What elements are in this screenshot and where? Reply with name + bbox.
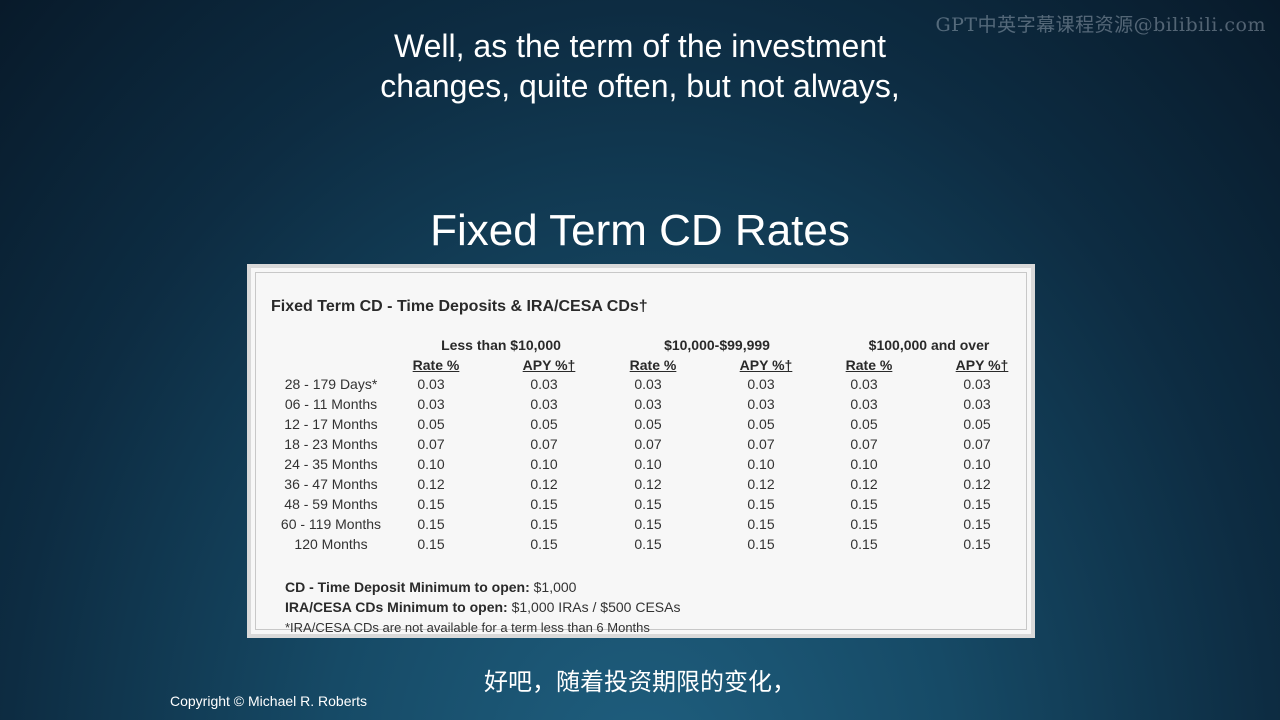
note-cd-label: CD - Time Deposit Minimum to open: [285,579,530,595]
row-value-cell: 0.15 [417,496,445,512]
row-value-cell: 0.07 [417,436,445,452]
note-ira-minimum: IRA/CESA CDs Minimum to open: $1,000 IRA… [285,599,680,615]
row-value-cell: 0.03 [963,396,991,412]
english-subtitle-line-1: Well, as the term of the investment [393,28,887,64]
row-value-cell: 0.15 [850,536,878,552]
row-value-cell: 0.05 [747,416,775,432]
row-value-cell: 0.15 [634,496,662,512]
row-value-cell: 0.07 [530,436,558,452]
table-row: 36 - 47 Months 0.12 0.12 0.12 0.12 0.12 0.12 [256,476,1036,496]
row-value-cell: 0.10 [634,456,662,472]
row-value-cell: 0.07 [963,436,991,452]
table-row: 48 - 59 Months 0.15 0.15 0.15 0.15 0.15 0.15 [256,496,1036,516]
row-value-cell: 0.15 [530,516,558,532]
row-term: 60 - 119 Months [280,516,382,532]
row-value-cell: 0.07 [850,436,878,452]
table-row: 24 - 35 Months 0.10 0.10 0.10 0.10 0.10 0.10 [256,456,1036,476]
row-value-cell: 0.15 [530,496,558,512]
group-header-1: Less than $10,000 [441,337,561,353]
table-row: 12 - 17 Months 0.05 0.05 0.05 0.05 0.05 0.05 [256,416,1036,436]
row-value-cell: 0.10 [417,456,445,472]
row-value-cell: 0.03 [850,396,878,412]
row-term: 18 - 23 Months [284,436,378,452]
row-value-cell: 0.07 [634,436,662,452]
row-value-cell: 0.15 [634,536,662,552]
row-value-cell: 0.15 [850,516,878,532]
row-term: 36 - 47 Months [284,476,378,492]
column-header-apy-3: APY %† [955,357,1009,373]
row-value-cell: 0.05 [963,416,991,432]
table-row: 06 - 11 Months 0.03 0.03 0.03 0.03 0.03 0.03 [256,396,1036,416]
english-subtitle: Well, as the term of the investment chan… [0,26,1280,106]
note-footnote: *IRA/CESA CDs are not available for a te… [285,620,650,635]
row-value-cell: 0.12 [850,476,878,492]
group-header-3: $100,000 and over [868,337,990,353]
table-row: 18 - 23 Months 0.07 0.07 0.07 0.07 0.07 0.07 [256,436,1036,456]
note-cd-minimum: CD - Time Deposit Minimum to open: $1,00… [285,579,576,595]
row-value-cell: 0.03 [530,396,558,412]
row-value-cell: 0.15 [747,496,775,512]
row-value-cell: 0.12 [963,476,991,492]
row-value-cell: 0.10 [530,456,558,472]
row-value-cell: 0.15 [417,536,445,552]
column-header-rate-3: Rate % [845,357,893,373]
row-value-cell: 0.15 [747,536,775,552]
row-term: 48 - 59 Months [284,496,378,512]
row-value-cell: 0.12 [634,476,662,492]
row-term: 24 - 35 Months [284,456,378,472]
row-value-cell: 0.03 [417,376,445,392]
english-subtitle-line-2: changes, quite often, but not always, [380,68,900,104]
slide-title: Fixed Term CD Rates [430,206,850,255]
row-value-cell: 0.15 [850,496,878,512]
note-cd-value: $1,000 [529,579,577,595]
row-value-cell: 0.15 [417,516,445,532]
row-value-cell: 0.03 [634,376,662,392]
card-inner-border: Fixed Term CD - Time Deposits & IRA/CESA… [255,272,1027,635]
row-term: 120 Months [294,536,368,552]
row-value-cell: 0.03 [417,396,445,412]
table-row: 120 Months 0.15 0.15 0.15 0.15 0.15 0.15 [256,536,1036,556]
row-value-cell: 0.15 [747,516,775,532]
row-value-cell: 0.05 [634,416,662,432]
row-value-cell: 0.12 [530,476,558,492]
table-row: 28 - 179 Days* 0.03 0.03 0.03 0.03 0.03 0.03 [256,376,1036,396]
note-ira-label: IRA/CESA CDs Minimum to open: [285,599,508,615]
column-header-rate-1: Rate % [412,357,460,373]
row-value-cell: 0.05 [530,416,558,432]
row-value-cell: 0.05 [417,416,445,432]
row-value-cell: 0.15 [963,496,991,512]
note-ira-value: $1,000 IRAs / $500 CESAs [507,599,681,615]
row-term: 06 - 11 Months [284,396,378,412]
row-value-cell: 0.15 [634,516,662,532]
copyright-notice: Copyright © Michael R. Roberts [170,693,368,709]
row-value-cell: 0.10 [850,456,878,472]
row-value-cell: 0.03 [963,376,991,392]
row-term: 28 - 179 Days* [284,376,378,392]
column-header-rate-2: Rate % [629,357,677,373]
row-value-cell: 0.10 [963,456,991,472]
row-value-cell: 0.03 [747,376,775,392]
row-value-cell: 0.07 [747,436,775,452]
row-value-cell: 0.03 [530,376,558,392]
chinese-subtitle: 好吧，随着投资期限的变化， [484,668,796,696]
row-value-cell: 0.03 [634,396,662,412]
row-value-cell: 0.12 [417,476,445,492]
group-header-2: $10,000-$99,999 [664,337,770,353]
row-term: 12 - 17 Months [284,416,378,432]
row-value-cell: 0.15 [963,516,991,532]
column-header-apy-2: APY %† [739,357,793,373]
row-value-cell: 0.05 [850,416,878,432]
row-value-cell: 0.10 [747,456,775,472]
watermark: GPT中英字幕课程资源@bilibili.com [935,14,1266,36]
column-header-apy-1: APY %† [522,357,576,373]
row-value-cell: 0.12 [747,476,775,492]
table-title: Fixed Term CD - Time Deposits & IRA/CESA… [271,298,648,315]
row-value-cell: 0.03 [850,376,878,392]
row-value-cell: 0.15 [530,536,558,552]
cd-rates-table-card: Fixed Term CD - Time Deposits & IRA/CESA… [247,264,1035,638]
row-value-cell: 0.15 [963,536,991,552]
table-row: 60 - 119 Months 0.15 0.15 0.15 0.15 0.15 0.15 [256,516,1036,536]
row-value-cell: 0.03 [747,396,775,412]
